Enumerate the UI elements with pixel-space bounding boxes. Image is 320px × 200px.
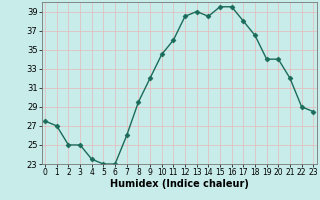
X-axis label: Humidex (Indice chaleur): Humidex (Indice chaleur) (110, 179, 249, 189)
